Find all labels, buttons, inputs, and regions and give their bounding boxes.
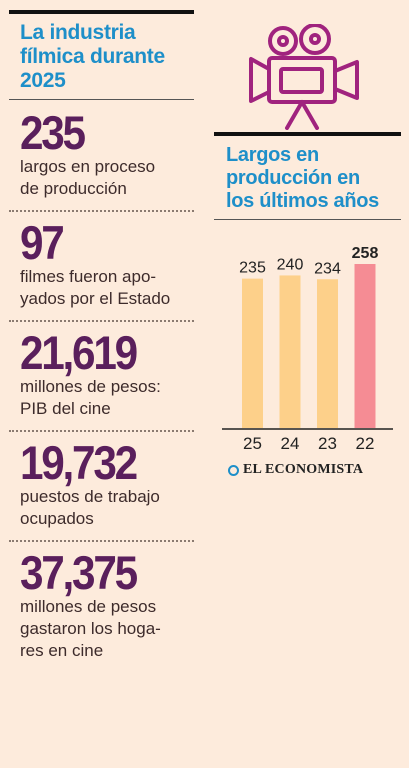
x-tick-label: 25 [243, 434, 262, 453]
top-rule [9, 10, 194, 14]
bar [279, 275, 301, 428]
stat-label: largos en proceso de producción [20, 156, 194, 200]
chart-title-line: producción en [226, 167, 360, 189]
stat-label: millones de pesos: PIB del cine [20, 376, 194, 420]
dotted-divider [9, 430, 194, 432]
brand-icon [228, 464, 239, 476]
stat-3: 21,619 millones de pesos: PIB del cine [9, 326, 194, 420]
data-label: 235 [239, 260, 266, 277]
film-camera-icon [249, 24, 359, 130]
data-label: 240 [277, 256, 304, 273]
stat-label-line: res en cine [20, 641, 104, 660]
stat-label: puestos de trabajo ocupados [20, 486, 194, 530]
left-panel: La industria fílmica durante 2025 235 la… [9, 10, 194, 662]
left-title-line: 2025 [20, 69, 66, 92]
chart-title-line: los últimos años [226, 190, 380, 212]
dotted-divider [9, 540, 194, 542]
brand-logo: EL ECONOMISTA [228, 462, 363, 478]
stat-value: 37,375 [20, 546, 138, 599]
brand-text: EL ECONOMISTA [243, 462, 364, 477]
right-panel: Largos en producción en los últimos años [214, 132, 401, 220]
left-title: La industria fílmica durante 2025 [20, 21, 194, 93]
stat-label-line: millones de pesos [20, 597, 157, 616]
x-tick-label: 23 [318, 434, 337, 453]
x-tick-label: 22 [356, 434, 375, 453]
stat-label: filmes fueron apo- yados por el Estado [20, 266, 194, 310]
right-title-rule [214, 219, 401, 220]
stat-label-line: PIB del cine [20, 399, 111, 418]
bar [242, 278, 263, 428]
right-top-rule [214, 132, 401, 136]
title-rule [9, 99, 194, 100]
stat-value: 21,619 [20, 326, 138, 379]
stat-label: millones de pesos gastaron los hoga- res… [20, 596, 194, 662]
stat-label-line: de producción [20, 179, 127, 198]
data-label: 258 [352, 245, 379, 262]
stat-value: 97 [20, 216, 65, 269]
stat-value: 235 [20, 106, 86, 159]
dotted-divider [9, 320, 194, 322]
stat-label-line: filmes fueron apo- [20, 267, 157, 286]
chart-title: Largos en producción en los últimos años [226, 144, 401, 213]
bar [317, 279, 338, 428]
left-title-line: La industria [20, 21, 136, 44]
bar [354, 264, 376, 428]
stat-4: 19,732 puestos de trabajo ocupados [9, 436, 194, 530]
stat-label-line: yados por el Estado [20, 289, 171, 308]
stat-value: 19,732 [20, 436, 138, 489]
stat-label-line: ocupados [20, 509, 94, 528]
stat-label-line: millones de pesos: [20, 377, 161, 396]
stat-label-line: puestos de trabajo [20, 487, 160, 506]
data-label: 234 [314, 260, 341, 277]
stat-label-line: gastaron los hoga- [20, 619, 161, 638]
chart-title-line: Largos en [226, 144, 319, 166]
left-title-line: fílmica durante [20, 45, 165, 68]
stat-label-line: largos en proceso [20, 157, 156, 176]
stat-1: 235 largos en proceso de producción [9, 106, 194, 200]
stat-2: 97 filmes fueron apo- yados por el Estad… [9, 216, 194, 310]
x-tick-label: 24 [281, 434, 300, 453]
bar-chart: 235 25 240 24 234 23 258 22 [222, 245, 393, 453]
stat-5: 37,375 millones de pesos gastaron los ho… [9, 546, 194, 662]
dotted-divider [9, 210, 194, 212]
